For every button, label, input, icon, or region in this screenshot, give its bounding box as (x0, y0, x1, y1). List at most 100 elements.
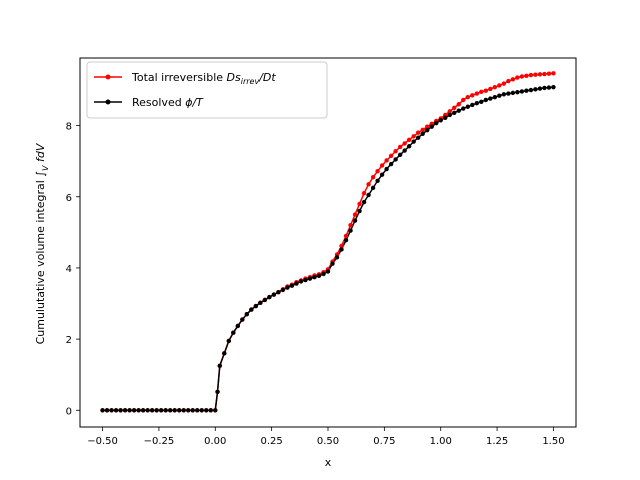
data-point-total (415, 130, 421, 135)
data-point-resolved (258, 300, 263, 306)
data-point-resolved (154, 408, 159, 413)
data-point-total (425, 124, 430, 129)
legend-label-total-italic1: Ds (227, 71, 241, 84)
data-point-total (488, 86, 493, 92)
data-point-total (357, 201, 362, 207)
data-point-resolved (361, 199, 367, 205)
plot-lines (102, 72, 554, 412)
data-point-resolved (411, 139, 416, 144)
data-point-total (542, 71, 547, 77)
data-point-resolved (384, 166, 389, 172)
data-point-total (501, 81, 507, 86)
data-point-resolved (172, 408, 177, 413)
data-point-resolved (186, 408, 191, 413)
data-point-resolved (470, 102, 475, 108)
data-point-total (465, 94, 470, 100)
data-point-resolved (474, 100, 479, 106)
data-point-resolved (149, 408, 155, 413)
data-point-total (375, 168, 380, 174)
data-point-resolved (104, 408, 110, 413)
data-point-total (524, 73, 529, 78)
data-point-resolved (222, 351, 227, 356)
data-point-resolved (443, 115, 448, 120)
legend-label-total-main: Total irreversible (131, 71, 227, 84)
data-point-total (447, 109, 452, 114)
data-point-resolved (465, 104, 470, 109)
data-point-resolved (352, 218, 358, 223)
data-point-total (452, 105, 457, 111)
data-point-resolved (244, 312, 250, 317)
data-point-total (379, 163, 385, 168)
series-line-total (102, 72, 554, 412)
data-point-total (510, 77, 516, 82)
data-point-resolved (438, 118, 443, 123)
data-point-resolved (434, 120, 439, 126)
data-point-resolved (325, 269, 331, 274)
data-point-resolved (208, 408, 213, 413)
data-point-resolved (452, 110, 457, 115)
data-point-resolved (145, 408, 150, 413)
data-point-resolved (546, 85, 552, 90)
legend: Total irreversible Dsirrev/Dt Resolved ϕ… (86, 61, 328, 119)
legend-entry-resolved: Resolved ϕ/T (94, 96, 204, 109)
data-point-total (497, 83, 502, 88)
data-point-resolved (226, 338, 231, 344)
data-point-resolved (289, 283, 295, 288)
data-point-resolved (348, 228, 353, 233)
data-point-resolved (127, 408, 132, 413)
data-point-total (519, 74, 525, 79)
data-point-total (366, 182, 371, 187)
data-point-resolved (483, 97, 489, 103)
data-point-resolved (379, 172, 385, 177)
data-point-resolved (343, 237, 349, 243)
data-point-resolved (492, 94, 498, 100)
data-point-resolved (388, 161, 394, 167)
data-point-resolved (294, 281, 299, 286)
data-point-resolved (515, 89, 520, 95)
data-point-resolved (240, 317, 245, 322)
data-point-total (483, 88, 489, 93)
data-point-resolved (397, 152, 403, 157)
x-axis-label: x (325, 456, 332, 469)
data-point-resolved (177, 408, 182, 413)
legend-label-resolved-italic: ϕ/T (185, 96, 204, 109)
data-point-resolved (118, 408, 123, 413)
data-point-resolved (131, 408, 137, 413)
data-point-resolved (551, 84, 556, 90)
y-tick-label: 0 (66, 406, 72, 417)
data-point-resolved (190, 408, 195, 413)
data-point-resolved (199, 408, 204, 413)
series-line-resolved (102, 86, 554, 412)
data-point-resolved (366, 192, 371, 198)
legend-marker-resolved (105, 99, 111, 105)
legend-entry-total: Total irreversible Dsirrev/Dt (94, 71, 276, 86)
data-point-total (533, 72, 538, 77)
data-point-resolved (285, 285, 290, 290)
x-tick-label: 0.25 (261, 436, 283, 447)
data-point-total (551, 71, 556, 76)
data-point-resolved (231, 330, 236, 335)
data-point-total (420, 127, 425, 133)
y-axis-label-main: Cumulutative volume integral ∫ (34, 171, 47, 344)
data-point-resolved (280, 287, 286, 293)
x-tick-label: 1.00 (430, 436, 452, 447)
x-tick-label: 0.50 (317, 436, 339, 447)
data-point-total (406, 137, 412, 143)
data-point-resolved (213, 408, 218, 413)
data-point-resolved (479, 99, 484, 104)
y-tick-label: 4 (66, 264, 72, 275)
data-point-resolved (109, 408, 114, 413)
data-point-resolved (249, 307, 254, 312)
data-point-resolved (488, 96, 493, 101)
legend-label-resolved-main: Resolved (132, 96, 185, 109)
data-point-resolved (267, 294, 272, 300)
data-point-resolved (303, 277, 308, 283)
y-tick-label: 2 (66, 335, 72, 346)
data-point-resolved (456, 108, 461, 113)
plot-markers (100, 71, 556, 413)
data-point-resolved (271, 292, 277, 297)
data-point-resolved (307, 276, 313, 281)
data-point-total (479, 89, 484, 95)
data-point-resolved (402, 148, 407, 153)
